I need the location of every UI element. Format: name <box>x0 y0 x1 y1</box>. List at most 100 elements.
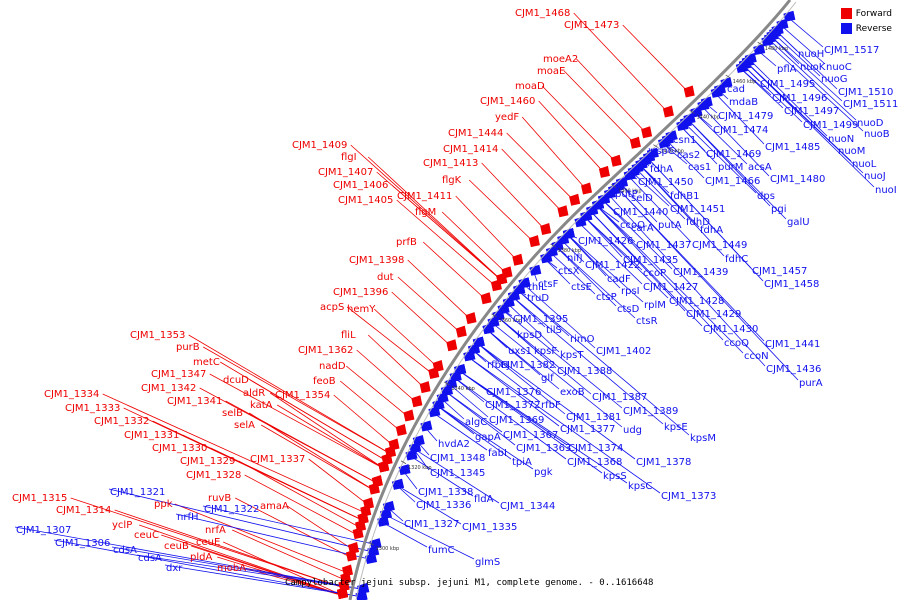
reverse-gene-label: fdhC <box>725 254 748 265</box>
reverse-gene-label: mdaB <box>729 97 758 108</box>
reverse-connector <box>486 328 560 390</box>
reverse-gene-label: nuoD <box>857 118 884 129</box>
forward-gene-block <box>403 409 415 422</box>
reverse-gene-label: CJM1_1430 <box>703 324 758 335</box>
forward-gene-label: CJM1_1362 <box>298 345 353 356</box>
scale-tick <box>368 541 374 546</box>
reverse-gene-block <box>432 399 445 411</box>
reverse-connector <box>496 315 592 395</box>
reverse-gene-label: rfbF <box>541 400 561 411</box>
reverse-gene-label: fdhA <box>650 164 673 175</box>
scale-tick-label: 1320 kbp <box>408 465 432 471</box>
reverse-gene-label: kpsT <box>560 350 584 361</box>
reverse-gene-label: CJM1_1479 <box>718 111 773 122</box>
scale-tick <box>725 74 731 79</box>
forward-gene-block <box>378 460 390 473</box>
reverse-connector <box>770 35 843 102</box>
forward-gene-block <box>352 527 364 540</box>
forward-swatch <box>840 8 852 19</box>
reverse-gene-block <box>753 43 766 55</box>
forward-gene-label: CJM1_1347 <box>151 369 206 380</box>
forward-gene-block <box>337 587 348 599</box>
forward-connector <box>209 373 386 470</box>
forward-connector <box>339 380 404 434</box>
forward-gene-block <box>557 205 569 218</box>
forward-gene-label: CJM1_1407 <box>318 167 373 178</box>
reverse-gene-label: CJM1_1457 <box>752 266 807 277</box>
reverse-connector <box>595 204 744 354</box>
reverse-gene-block <box>643 151 656 163</box>
reverse-gene-block <box>661 133 674 145</box>
reverse-gene-label: CJM1_1387 <box>592 392 647 403</box>
reverse-connector <box>175 513 370 560</box>
reverse-gene-block <box>409 442 422 454</box>
reverse-gene-label: CJM1_1422 <box>585 260 640 271</box>
reverse-gene-label: rplM <box>644 300 666 311</box>
forward-connector <box>235 497 354 559</box>
forward-connector <box>286 505 356 552</box>
reverse-connector <box>680 125 718 165</box>
reverse-gene-label: nrfH <box>177 512 199 523</box>
reverse-gene-label: ccoP <box>643 268 666 279</box>
reverse-connector <box>476 342 566 415</box>
reverse-gene-label: CJM1_1451 <box>670 204 725 215</box>
reverse-gene-label: CJM1_1427 <box>643 282 698 293</box>
legend-reverse-label: Reverse <box>855 23 892 34</box>
reverse-gene-label: purM <box>718 162 743 173</box>
reverse-gene-block <box>365 553 378 565</box>
reverse-connector <box>14 526 362 590</box>
reverse-gene-block <box>367 545 380 557</box>
forward-connector <box>396 199 499 289</box>
forward-gene-label: CJM1_1333 <box>65 403 120 414</box>
reverse-gene-label: gapA <box>475 432 501 443</box>
forward-gene-label: flgM <box>415 207 436 218</box>
legend-reverse: Reverse <box>840 23 892 34</box>
scale-tick-label: 1300 kbp <box>376 546 400 552</box>
forward-gene-label: metC <box>193 357 220 368</box>
reverse-connector <box>432 411 488 451</box>
reverse-connector <box>412 447 500 504</box>
forward-connector <box>538 100 607 176</box>
gene-blocks <box>337 10 796 600</box>
forward-gene-label: CJM1_1406 <box>333 180 388 191</box>
reverse-connector <box>767 38 857 121</box>
forward-gene-label: acpS <box>320 302 344 313</box>
reverse-connector <box>53 539 360 597</box>
reverse-connector <box>448 383 489 418</box>
reverse-gene-label: CJM1_1511 <box>843 99 898 110</box>
reverse-gene-block <box>369 538 382 550</box>
forward-connector <box>373 308 440 370</box>
reverse-gene-label: CJM1_1367 <box>503 430 558 441</box>
scale-tick <box>689 110 695 114</box>
forward-connector <box>276 404 386 470</box>
reverse-connector <box>584 216 669 299</box>
reverse-connector <box>607 193 766 367</box>
scale-tick <box>610 184 617 188</box>
scale-tick <box>444 381 450 386</box>
reverse-connector <box>457 369 603 474</box>
reverse-gene-label: CJM1_1369 <box>489 415 544 426</box>
forward-connector <box>397 276 464 335</box>
reverse-gene-label: fdhB1 <box>670 191 699 202</box>
forward-connector <box>191 545 345 597</box>
forward-gene-label: moaE <box>537 66 565 77</box>
reverse-connector <box>619 182 658 223</box>
reverse-gene-block <box>551 240 564 252</box>
forward-gene-label: yclP <box>112 520 132 531</box>
forward-gene-label: purB <box>176 342 200 353</box>
reverse-connector <box>383 513 475 560</box>
reverse-swatch <box>840 23 852 34</box>
reverse-gene-label: CJM1_1307 <box>16 525 71 536</box>
forward-gene-label: moeA2 <box>543 54 578 65</box>
forward-connector <box>223 541 345 597</box>
forward-connector <box>455 195 520 264</box>
reverse-gene-label: CJM1_1474 <box>713 125 768 136</box>
reverse-gene-label: thiL <box>528 282 547 293</box>
forward-gene-label: CJM1_1468 <box>515 8 570 19</box>
reverse-gene-block <box>604 188 616 199</box>
scale-tick-label: 1340 kbp <box>451 386 475 392</box>
reverse-gene-label: fumC <box>428 545 455 556</box>
scale-tick-label: 1420 kbp <box>660 149 684 155</box>
forward-gene-label: CJM1_1413 <box>423 158 478 169</box>
forward-gene-label: CJM1_1332 <box>94 416 149 427</box>
